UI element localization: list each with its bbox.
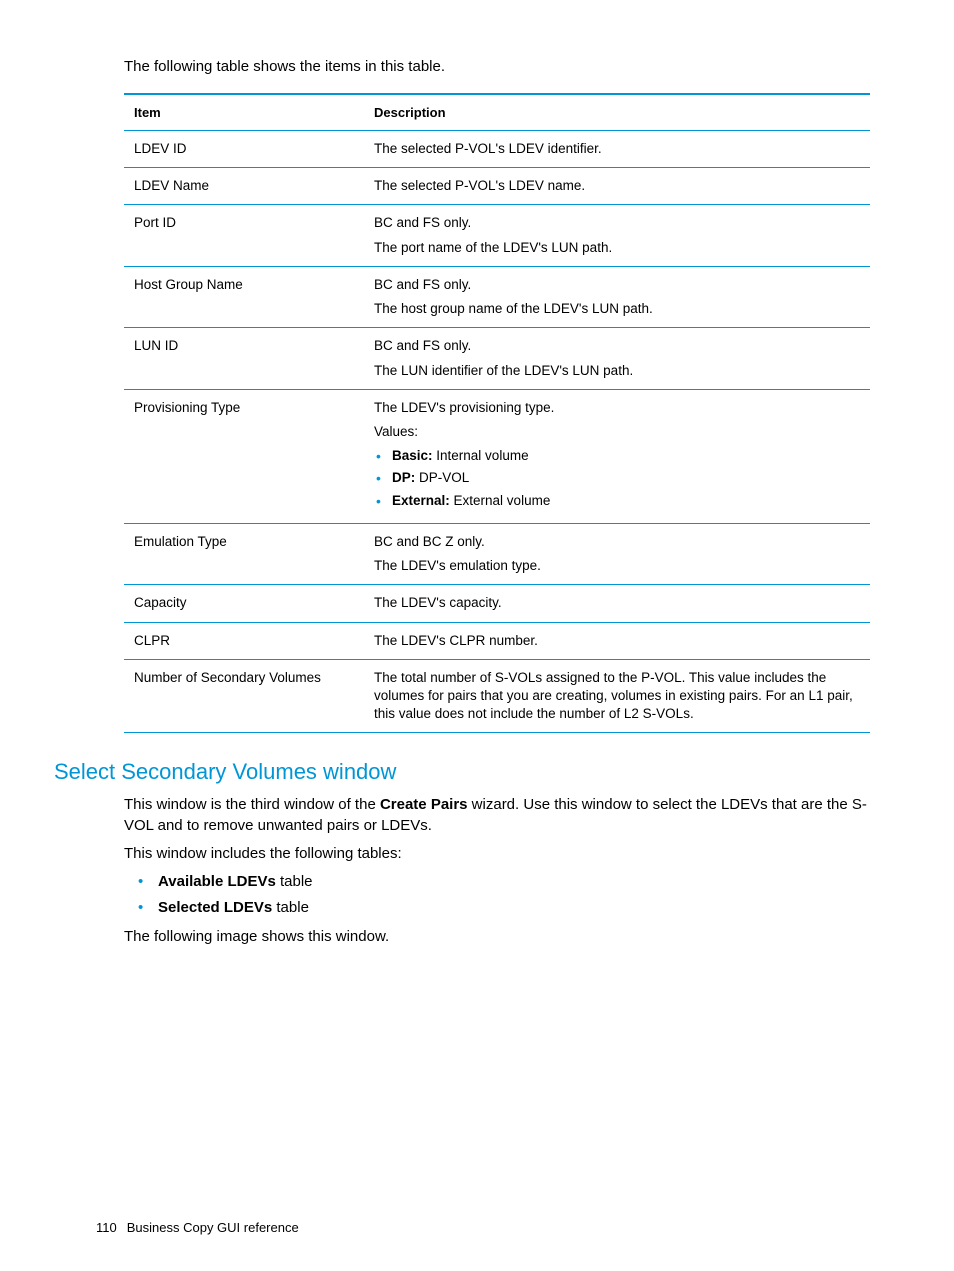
desc-line: The LUN identifier of the LDEV's LUN pat… (374, 362, 862, 380)
desc-line: The host group name of the LDEV's LUN pa… (374, 300, 862, 318)
cell-item: LDEV Name (124, 168, 364, 205)
cell-item: Provisioning Type (124, 389, 364, 523)
cell-desc: BC and FS only. The port name of the LDE… (364, 205, 870, 266)
table-row: Port ID BC and FS only. The port name of… (124, 205, 870, 266)
body-paragraph: This window is the third window of the C… (124, 795, 870, 836)
table-row: LDEV ID The selected P-VOL's LDEV identi… (124, 131, 870, 168)
cell-desc: The LDEV's provisioning type. Values: Ba… (364, 389, 870, 523)
page-footer: 110 Business Copy GUI reference (96, 1220, 299, 1235)
desc-line: The LDEV's provisioning type. (374, 399, 862, 417)
table-row: Number of Secondary Volumes The total nu… (124, 659, 870, 733)
cell-desc: The selected P-VOL's LDEV name. (364, 168, 870, 205)
page-number: 110 (96, 1220, 117, 1235)
cell-item: LDEV ID (124, 131, 364, 168)
footer-title: Business Copy GUI reference (127, 1220, 299, 1235)
value-bold: External: (392, 493, 450, 508)
list-item: Basic: Internal volume (374, 447, 862, 465)
cell-item: Capacity (124, 585, 364, 622)
section-heading: Select Secondary Volumes window (54, 759, 870, 785)
intro-text: The following table shows the items in t… (124, 58, 870, 75)
table-row: Host Group Name BC and FS only. The host… (124, 266, 870, 327)
cell-desc: The total number of S-VOLs assigned to t… (364, 659, 870, 733)
cell-desc: The LDEV's capacity. (364, 585, 870, 622)
list-item: External: External volume (374, 492, 862, 510)
value-bold: DP: (392, 470, 415, 485)
table-row: Provisioning Type The LDEV's provisionin… (124, 389, 870, 523)
cell-desc: BC and FS only. The LUN identifier of th… (364, 328, 870, 389)
table-row: Capacity The LDEV's capacity. (124, 585, 870, 622)
list-bold: Selected LDEVs (158, 899, 272, 916)
table-row: LUN ID BC and FS only. The LUN identifie… (124, 328, 870, 389)
desc-line: Values: (374, 423, 862, 441)
desc-line: BC and FS only. (374, 276, 862, 294)
value-text: External volume (450, 493, 551, 508)
value-text: DP-VOL (415, 470, 469, 485)
value-text: Internal volume (433, 448, 529, 463)
list-item: DP: DP-VOL (374, 469, 862, 487)
table-row: CLPR The LDEV's CLPR number. (124, 622, 870, 659)
list-item: Selected LDEVs table (124, 898, 870, 918)
desc-line: BC and BC Z only. (374, 533, 862, 551)
list-item: Available LDEVs table (124, 872, 870, 892)
list-text: table (276, 873, 313, 890)
list-text: table (272, 899, 309, 916)
desc-line: The port name of the LDEV's LUN path. (374, 239, 862, 257)
cell-desc: The LDEV's CLPR number. (364, 622, 870, 659)
desc-line: BC and FS only. (374, 337, 862, 355)
table-header-row: Item Description (124, 94, 870, 131)
value-list: Basic: Internal volume DP: DP-VOL Extern… (374, 447, 862, 510)
cell-desc: BC and FS only. The host group name of t… (364, 266, 870, 327)
value-bold: Basic: (392, 448, 433, 463)
cell-item: Port ID (124, 205, 364, 266)
desc-line: BC and FS only. (374, 214, 862, 232)
cell-item: LUN ID (124, 328, 364, 389)
col-item: Item (124, 94, 364, 131)
table-row: Emulation Type BC and BC Z only. The LDE… (124, 523, 870, 584)
body-paragraph: This window includes the following table… (124, 844, 870, 864)
body-paragraph: The following image shows this window. (124, 927, 870, 947)
cell-desc: BC and BC Z only. The LDEV's emulation t… (364, 523, 870, 584)
cell-item: Emulation Type (124, 523, 364, 584)
table-row: LDEV Name The selected P-VOL's LDEV name… (124, 168, 870, 205)
cell-item: Host Group Name (124, 266, 364, 327)
tables-list: Available LDEVs table Selected LDEVs tab… (124, 872, 870, 919)
cell-item: CLPR (124, 622, 364, 659)
text-span: This window is the third window of the (124, 796, 380, 813)
items-table: Item Description LDEV ID The selected P-… (124, 93, 870, 733)
cell-desc: The selected P-VOL's LDEV identifier. (364, 131, 870, 168)
wizard-name: Create Pairs (380, 796, 468, 813)
cell-item: Number of Secondary Volumes (124, 659, 364, 733)
desc-line: The LDEV's emulation type. (374, 557, 862, 575)
col-description: Description (364, 94, 870, 131)
list-bold: Available LDEVs (158, 873, 276, 890)
